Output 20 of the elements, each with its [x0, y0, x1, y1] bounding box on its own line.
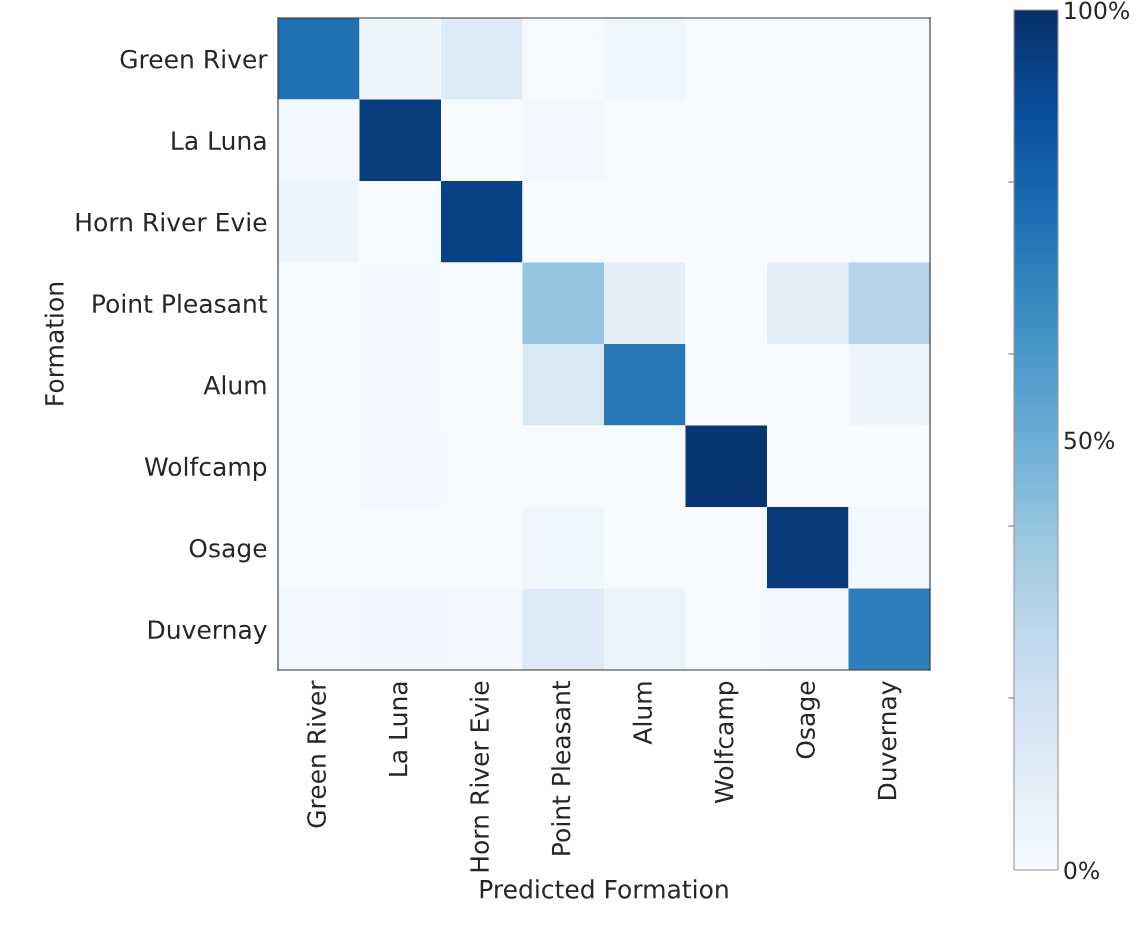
y-tick-label: Alum [203, 375, 266, 395]
x-tick-label: Wolfcamp [714, 681, 739, 804]
y-tick-label: Point Pleasant [93, 293, 267, 314]
y-tick-label: La Luna [172, 131, 266, 151]
color-bar-label: 100% [1065, 1, 1130, 20]
y-tick-label: Duvernay [148, 620, 267, 644]
x-tick-label: Duvernay [877, 681, 902, 800]
x-axis-title: Predicted Formation [480, 879, 728, 899]
x-tick-label: Point Pleasant [551, 681, 571, 855]
y-tick-label: Osage [189, 538, 267, 563]
x-tick-label: La Luna [388, 682, 408, 776]
y-tick-label: Green River [120, 49, 268, 69]
x-tick-label: Horn River Evie [469, 681, 489, 872]
color-bar-label: 0% [1064, 861, 1100, 880]
x-tick-label: Osage [796, 681, 820, 759]
x-tick-label: Alum [632, 682, 652, 745]
y-tick-label: Wolfcamp [144, 456, 267, 481]
color-bar-label: 50% [1064, 431, 1115, 450]
y-tick-label: Horn River Evie [76, 212, 267, 232]
y-axis-title: Formation [44, 283, 64, 405]
